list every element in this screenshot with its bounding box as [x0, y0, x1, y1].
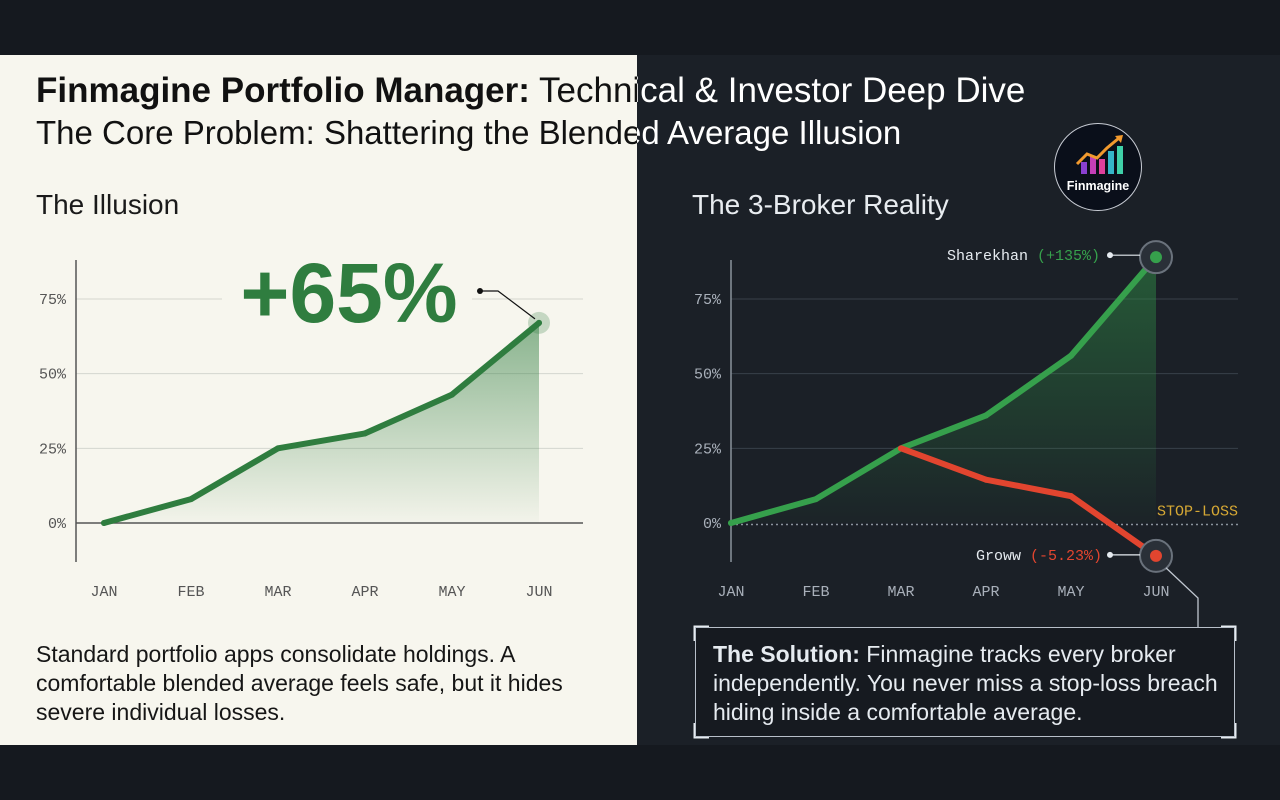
sharekhan-point — [728, 520, 734, 526]
left-chart-y-tick-label: 50% — [39, 367, 67, 384]
sharekhan-return: (+135%) — [1037, 248, 1100, 265]
left-callout-value: +65% — [240, 246, 457, 340]
solution-text: The Solution: Finmagine tracks every bro… — [713, 640, 1223, 727]
right-chart-x-tick-label: FEB — [802, 584, 829, 601]
left-panel-heading: The Illusion — [36, 189, 180, 220]
left-chart-point — [362, 430, 368, 437]
left-chart-x-tick-label: MAY — [438, 584, 465, 601]
left-callout-dot — [477, 288, 483, 294]
right-chart-y-tick-label: 0% — [703, 516, 722, 533]
left-chart-y-tick-label: 75% — [39, 292, 67, 309]
page-subtitle: The Core Problem: Shattering the Blended… — [36, 114, 902, 151]
left-chart-y-tick-label: 0% — [48, 516, 67, 533]
right-chart-y-tick-label: 25% — [694, 441, 722, 458]
left-callout-backdrop — [222, 255, 472, 331]
right-chart-y-tick-label: 50% — [694, 367, 722, 384]
left-chart-x-tick-label: APR — [351, 584, 378, 601]
page-title-rest: Technical & Investor Deep Dive — [529, 71, 1026, 110]
charts-canvas: 0% 25% 50% 75% JAN FEB MAR APR MAY JUN +65% 0% 25% 50… — [39, 240, 1238, 739]
groww-point — [898, 445, 904, 452]
sharekhan-leader-dot — [1107, 252, 1113, 259]
right-chart-x-tick-label: JAN — [717, 584, 744, 601]
left-chart-point — [188, 496, 194, 503]
left-chart-x-tick-label: JUN — [525, 584, 552, 601]
left-chart-point — [101, 520, 107, 526]
groww-leader-dot — [1107, 551, 1113, 558]
page-subtitle-overlay: The Core Problem: Shattering the Blended… — [637, 114, 902, 151]
sharekhan-point — [1068, 352, 1074, 359]
left-callout-leader — [480, 290, 536, 320]
left-chart-line — [101, 319, 542, 526]
page-title: Finmagine Portfolio Manager: Technical &… — [36, 71, 1025, 111]
slide: Finmagine Portfolio Manager: Technical &… — [0, 55, 1280, 745]
groww-line — [898, 445, 1159, 559]
right-chart-x-tick-label: MAR — [887, 584, 914, 601]
page-title-overlay: Finmagine Portfolio Manager: Technical &… — [637, 71, 1025, 111]
sharekhan-name: Sharekhan — [947, 248, 1037, 265]
left-chart-point — [275, 445, 281, 452]
sharekhan-area — [731, 257, 1156, 523]
groww-point — [1068, 493, 1074, 500]
right-panel-heading: The 3-Broker Reality — [692, 189, 949, 220]
right-chart-x-tick-label: JUN — [1142, 584, 1169, 601]
right-chart-y-tick-label: 75% — [694, 292, 722, 309]
sharekhan-end-dot — [1150, 251, 1162, 264]
left-chart-end-glow — [528, 311, 550, 334]
solution-body: Finmagine tracks every broker independen… — [713, 641, 1218, 725]
sharekhan-label: Sharekhan (+135%) — [947, 248, 1100, 265]
left-chart-y-tick-label: 25% — [39, 441, 67, 458]
left-chart-area — [104, 322, 539, 523]
solution-bold-label: The Solution: — [713, 641, 860, 667]
title-overlay-dark: Finmagine Portfolio Manager: Technical &… — [637, 55, 1280, 165]
left-chart-point — [449, 391, 455, 398]
left-chart-x-tick-label: FEB — [177, 584, 204, 601]
right-chart-x-tick-label: MAY — [1057, 584, 1084, 601]
left-chart-x-tick-label: MAR — [264, 584, 291, 601]
solution-box-corner — [1221, 723, 1237, 739]
groww-name: Groww — [976, 548, 1030, 565]
sharekhan-point — [813, 496, 819, 503]
solution-box: The Solution: Finmagine tracks every bro… — [695, 627, 1235, 737]
sharekhan-point — [983, 412, 989, 419]
groww-return: (-5.23%) — [1030, 548, 1102, 565]
groww-label: Groww (-5.23%) — [976, 548, 1102, 565]
left-chart-point — [536, 319, 542, 326]
stop-loss-label: STOP-LOSS — [1157, 503, 1238, 520]
sharekhan-line — [728, 254, 1159, 526]
page-title-rest-overlay: Technical & Investor Deep Dive — [637, 71, 1026, 110]
groww-end-dot — [1150, 549, 1162, 562]
left-chart-x-tick-label: JAN — [90, 584, 117, 601]
left-panel-description: Standard portfolio apps consolidate hold… — [36, 641, 563, 725]
page-title-bold: Finmagine Portfolio Manager: — [36, 71, 530, 110]
finmagine-logo: Finmagine — [1054, 123, 1142, 211]
groww-point — [983, 476, 989, 483]
solution-connector — [1165, 567, 1199, 627]
growth-chart-icon — [1075, 135, 1123, 174]
logo-label: Finmagine — [1066, 179, 1130, 193]
right-chart-x-tick-label: APR — [972, 584, 999, 601]
